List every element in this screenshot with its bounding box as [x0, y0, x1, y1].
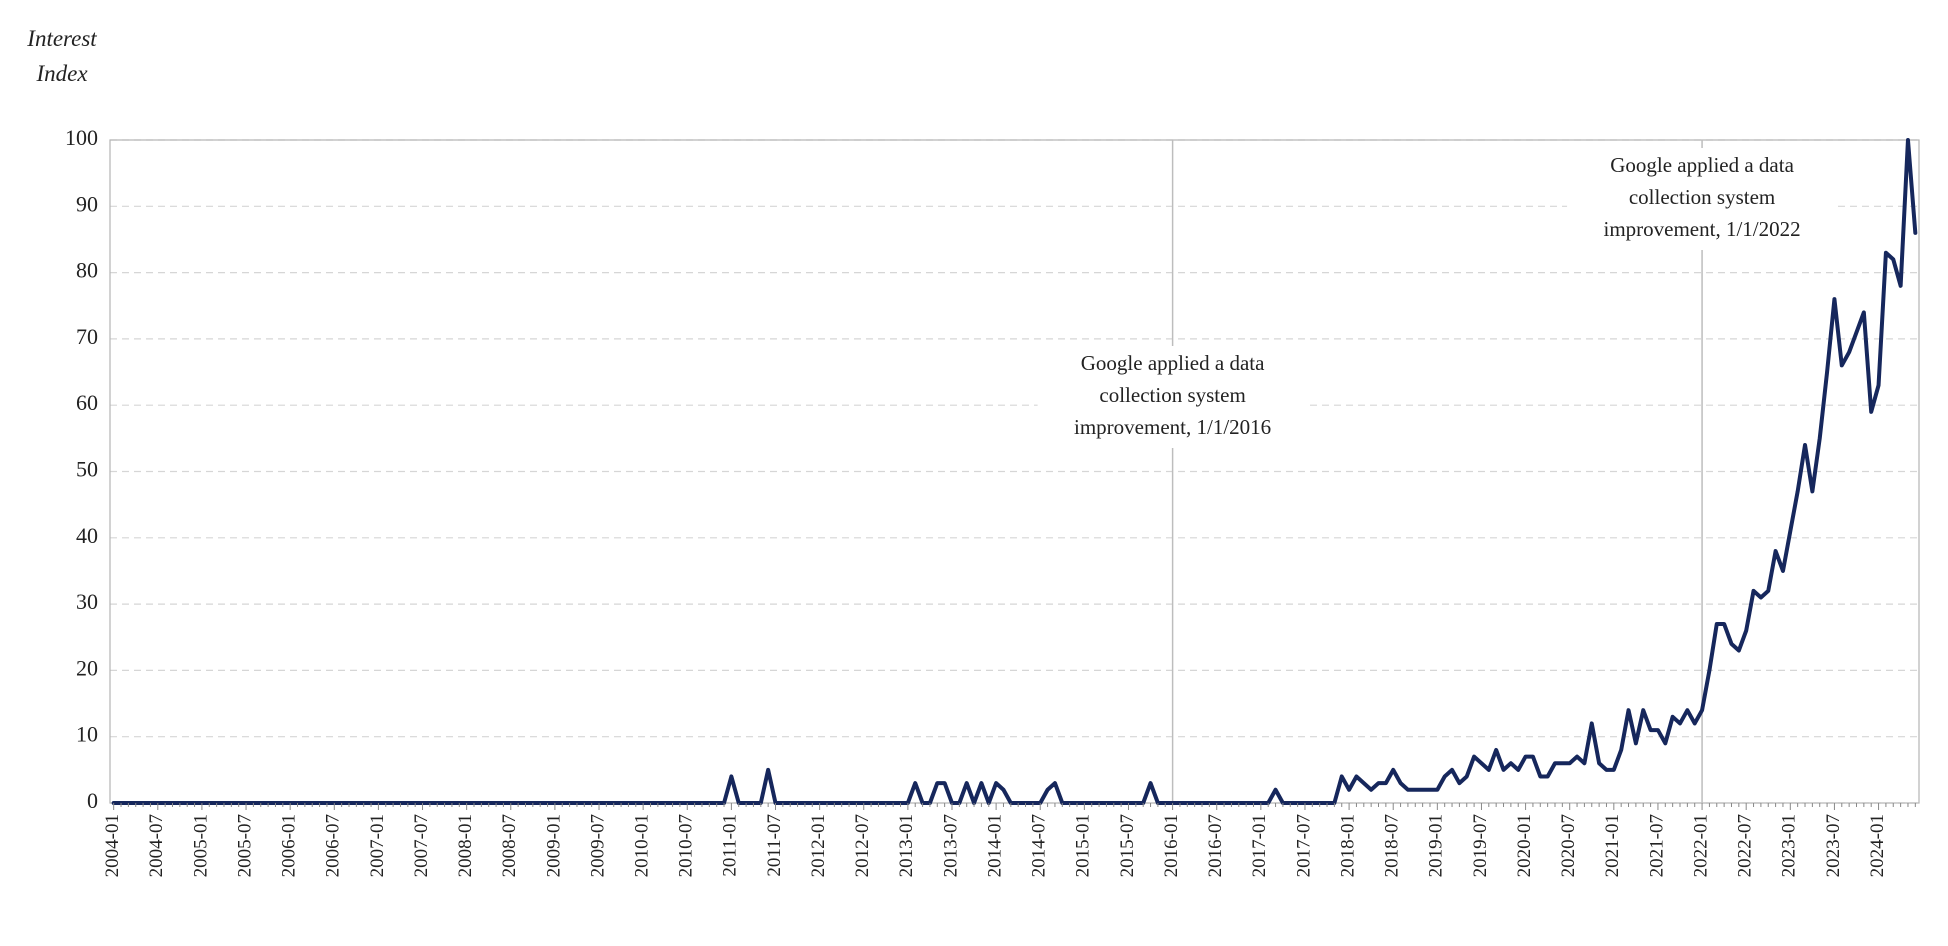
y-axis-label: Interest [26, 26, 97, 51]
x-tick-label: 2019-07 [1470, 814, 1491, 877]
x-tick-label: 2014-07 [1029, 814, 1050, 877]
x-tick-label: 2012-01 [808, 814, 829, 877]
x-tick-label: 2020-07 [1558, 814, 1579, 877]
y-tick-label: 50 [76, 457, 98, 482]
annotation-text: improvement, 1/1/2016 [1074, 415, 1271, 439]
y-tick-label: 40 [76, 523, 98, 548]
y-tick-label: 20 [76, 655, 98, 680]
x-tick-label: 2006-01 [279, 814, 300, 877]
x-tick-label: 2017-01 [1249, 814, 1270, 877]
x-tick-label: 2017-07 [1293, 814, 1314, 877]
labels: 0 10 20 30 40 50 60 70 80 90 100 2004-01 2004-07 2005… [65, 125, 1916, 877]
x-tick-label: 2021-07 [1646, 814, 1667, 877]
annotations: Google applied a data collection system im… [1037, 140, 1838, 803]
x-tick-label: 2023-07 [1823, 814, 1844, 877]
annotation-background [1567, 148, 1838, 250]
y-tick-label: 70 [76, 324, 98, 349]
grid [110, 139, 1919, 804]
marks [111, 138, 1918, 805]
annotation-text: Google applied a data [1610, 153, 1794, 177]
x-tick-label: 2004-01 [102, 814, 123, 877]
annotation-text: improvement, 1/1/2022 [1603, 217, 1800, 241]
x-tick-label: 2007-07 [411, 814, 432, 877]
y-tick-label: 30 [76, 589, 98, 614]
x-tick-label: 2005-01 [190, 814, 211, 877]
x-tick-label: 2015-01 [1073, 814, 1094, 877]
x-tick-label: 2020-01 [1514, 814, 1535, 877]
x-tick-label: 2011-07 [764, 814, 785, 877]
x-tick-label: 2016-01 [1161, 814, 1182, 877]
x-tick-label: 2015-07 [1117, 814, 1138, 877]
x-tick-label: 2024-01 [1867, 814, 1888, 877]
x-tick-label: 2023-01 [1779, 814, 1800, 877]
x-tick-label: 2006-07 [323, 814, 344, 877]
y-tick-label: 80 [76, 258, 98, 283]
x-tick-label: 2012-07 [852, 814, 873, 877]
x-tick-label: 2005-07 [234, 814, 255, 877]
annotation-text: collection system [1099, 383, 1245, 407]
x-tick-label: 2010-07 [676, 814, 697, 877]
x-tick-label: 2007-01 [367, 814, 388, 877]
x-tick-label: 2022-07 [1735, 814, 1756, 877]
annotation-background [1037, 346, 1308, 448]
x-tick-label: 2018-01 [1337, 814, 1358, 877]
x-tick-label: 2021-01 [1602, 814, 1623, 877]
x-tick-label: 2004-07 [146, 814, 167, 877]
y-tick-label: 10 [76, 722, 98, 747]
x-tick-label: 2010-01 [631, 814, 652, 877]
y-axis-label: Index [35, 61, 88, 86]
x-tick-label: 2009-01 [543, 814, 564, 877]
y-tick-label: 100 [65, 125, 98, 150]
y-tick-label: 0 [87, 788, 98, 813]
x-tick-label: 2022-01 [1690, 814, 1711, 877]
annotation-text: collection system [1629, 185, 1775, 209]
x-tick-label: 2011-01 [720, 814, 741, 877]
x-tick-label: 2008-01 [455, 814, 476, 877]
x-tick-label: 2009-07 [587, 814, 608, 877]
x-tick-label: 2014-01 [984, 814, 1005, 877]
x-tick-label: 2008-07 [499, 814, 520, 877]
x-tick-label: 2018-07 [1382, 814, 1403, 877]
x-tick-label: 2016-07 [1205, 814, 1226, 877]
y-tick-label: 90 [76, 191, 98, 216]
x-tick-label: 2013-07 [940, 814, 961, 877]
x-tick-label: 2013-01 [896, 814, 917, 877]
annotation-text: Google applied a data [1081, 351, 1265, 375]
series-line [111, 138, 1918, 805]
x-tick-label: 2019-01 [1426, 814, 1447, 877]
y-tick-label: 60 [76, 390, 98, 415]
